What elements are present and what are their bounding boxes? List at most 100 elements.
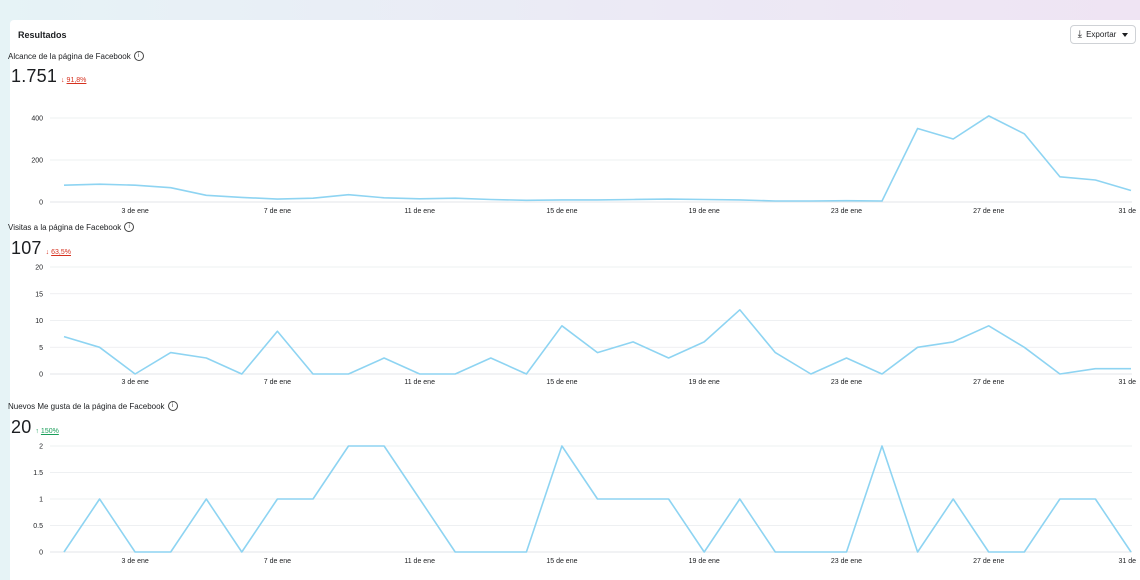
data-point[interactable] — [1092, 177, 1098, 183]
data-point[interactable] — [61, 549, 67, 555]
data-point[interactable] — [843, 549, 849, 555]
data-point[interactable] — [915, 126, 921, 132]
data-point[interactable] — [1092, 496, 1098, 502]
data-point[interactable] — [666, 355, 672, 361]
data-point[interactable] — [97, 181, 103, 187]
info-icon[interactable]: i — [133, 51, 144, 61]
data-point[interactable] — [808, 549, 814, 555]
data-point[interactable] — [986, 549, 992, 555]
data-point[interactable] — [203, 192, 209, 198]
data-point[interactable] — [168, 549, 174, 555]
data-point[interactable] — [843, 355, 849, 361]
data-point[interactable] — [168, 185, 174, 191]
data-point[interactable] — [452, 371, 458, 377]
data-point[interactable] — [274, 196, 280, 202]
data-point[interactable] — [523, 371, 529, 377]
data-point[interactable] — [595, 197, 601, 203]
data-point[interactable] — [97, 496, 103, 502]
data-point[interactable] — [1092, 366, 1098, 372]
data-point[interactable] — [452, 195, 458, 201]
data-point[interactable] — [132, 549, 138, 555]
data-point[interactable] — [132, 371, 138, 377]
data-point[interactable] — [381, 355, 387, 361]
data-point[interactable] — [737, 197, 743, 203]
data-point[interactable] — [666, 196, 672, 202]
data-point[interactable] — [310, 371, 316, 377]
data-point[interactable] — [203, 355, 209, 361]
data-point[interactable] — [488, 355, 494, 361]
data-point[interactable] — [239, 549, 245, 555]
data-point[interactable] — [559, 323, 565, 329]
data-point[interactable] — [523, 197, 529, 203]
data-point[interactable] — [879, 371, 885, 377]
data-point[interactable] — [452, 549, 458, 555]
data-point[interactable] — [808, 371, 814, 377]
export-button[interactable]: ⤓ Exportar — [1070, 25, 1136, 44]
data-point[interactable] — [701, 339, 707, 345]
data-point[interactable] — [986, 113, 992, 119]
data-point[interactable] — [417, 371, 423, 377]
data-point[interactable] — [488, 196, 494, 202]
data-point[interactable] — [132, 182, 138, 188]
data-point[interactable] — [346, 443, 352, 449]
data-point[interactable] — [346, 371, 352, 377]
data-point[interactable] — [772, 549, 778, 555]
data-point[interactable] — [1128, 549, 1134, 555]
data-point[interactable] — [595, 350, 601, 356]
data-point[interactable] — [61, 334, 67, 340]
data-point[interactable] — [1021, 549, 1027, 555]
data-point[interactable] — [1057, 496, 1063, 502]
info-icon[interactable]: i — [167, 401, 178, 411]
data-point[interactable] — [701, 549, 707, 555]
data-point[interactable] — [239, 371, 245, 377]
data-point[interactable] — [915, 549, 921, 555]
data-point[interactable] — [1128, 187, 1134, 193]
data-point[interactable] — [772, 350, 778, 356]
metric-delta[interactable]: ↓ 63,5% — [46, 249, 71, 256]
data-point[interactable] — [879, 198, 885, 204]
data-point[interactable] — [950, 339, 956, 345]
data-point[interactable] — [381, 195, 387, 201]
data-point[interactable] — [274, 328, 280, 334]
data-point[interactable] — [203, 496, 209, 502]
data-point[interactable] — [488, 549, 494, 555]
data-point[interactable] — [843, 198, 849, 204]
metric-delta[interactable]: ↑ 150% — [35, 428, 58, 435]
data-point[interactable] — [346, 192, 352, 198]
data-point[interactable] — [559, 197, 565, 203]
data-point[interactable] — [986, 323, 992, 329]
data-point[interactable] — [61, 182, 67, 188]
data-point[interactable] — [630, 339, 636, 345]
data-point[interactable] — [666, 496, 672, 502]
metric-delta[interactable]: ↓ 91,8% — [61, 77, 86, 84]
data-point[interactable] — [310, 195, 316, 201]
data-point[interactable] — [1128, 366, 1134, 372]
data-point[interactable] — [417, 196, 423, 202]
info-icon[interactable]: i — [124, 222, 135, 232]
data-point[interactable] — [595, 496, 601, 502]
data-point[interactable] — [701, 196, 707, 202]
data-point[interactable] — [97, 344, 103, 350]
data-point[interactable] — [737, 496, 743, 502]
data-point[interactable] — [1057, 174, 1063, 180]
data-point[interactable] — [274, 496, 280, 502]
data-point[interactable] — [417, 496, 423, 502]
data-point[interactable] — [737, 307, 743, 313]
data-point[interactable] — [1021, 344, 1027, 350]
data-point[interactable] — [523, 549, 529, 555]
data-point[interactable] — [808, 198, 814, 204]
data-point[interactable] — [1057, 371, 1063, 377]
data-point[interactable] — [950, 136, 956, 142]
data-point[interactable] — [559, 443, 565, 449]
data-point[interactable] — [1021, 131, 1027, 137]
data-point[interactable] — [915, 344, 921, 350]
data-point[interactable] — [381, 443, 387, 449]
data-point[interactable] — [168, 350, 174, 356]
data-point[interactable] — [310, 496, 316, 502]
data-point[interactable] — [630, 196, 636, 202]
data-point[interactable] — [950, 496, 956, 502]
data-point[interactable] — [239, 194, 245, 200]
data-point[interactable] — [630, 496, 636, 502]
data-point[interactable] — [772, 198, 778, 204]
data-point[interactable] — [879, 443, 885, 449]
